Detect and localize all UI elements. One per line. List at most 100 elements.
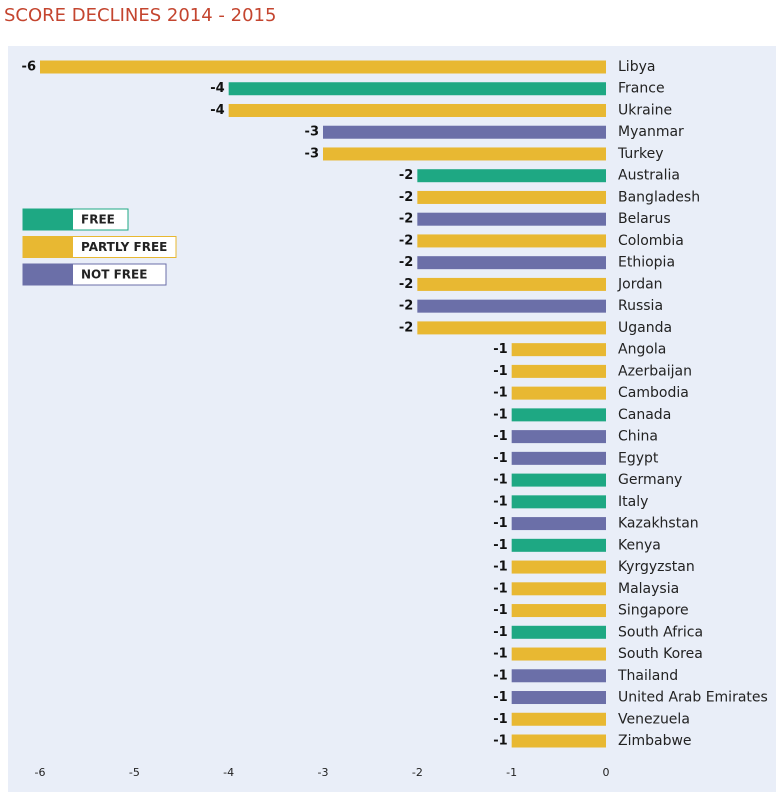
bar <box>511 451 606 465</box>
value-label: -1 <box>493 625 507 640</box>
category-label: Cambodia <box>618 385 689 401</box>
category-label: South Africa <box>618 624 703 640</box>
category-label: Australia <box>618 168 680 184</box>
value-label: -1 <box>493 407 507 422</box>
bar <box>511 647 606 661</box>
bar <box>417 212 606 226</box>
category-label: Kenya <box>618 537 661 553</box>
category-label: Libya <box>618 59 655 75</box>
bar <box>417 256 606 270</box>
value-label: -1 <box>493 342 507 357</box>
category-label: Italy <box>618 494 648 510</box>
category-label: Azerbaijan <box>618 363 692 379</box>
category-label: Uganda <box>618 320 672 336</box>
value-label: -1 <box>493 734 507 749</box>
legend-swatch <box>23 264 73 285</box>
chart-title: SCORE DECLINES 2014 - 2015 <box>4 5 276 26</box>
value-label: -1 <box>493 712 507 727</box>
category-label: Germany <box>618 472 682 488</box>
category-label: South Korea <box>618 646 703 662</box>
value-label: -1 <box>493 668 507 683</box>
category-label: Singapore <box>618 603 689 619</box>
value-label: -2 <box>399 320 413 335</box>
category-label: Canada <box>618 407 671 423</box>
bar <box>511 473 606 487</box>
value-label: -1 <box>493 451 507 466</box>
value-label: -1 <box>493 473 507 488</box>
value-label: -1 <box>493 386 507 401</box>
category-label: Jordan <box>617 276 663 292</box>
category-label: Russia <box>618 298 663 314</box>
category-label: Myanmar <box>618 124 684 140</box>
bar <box>323 125 606 139</box>
x-tick-label: -5 <box>129 766 140 779</box>
value-label: -1 <box>493 603 507 618</box>
x-tick-label: -3 <box>318 766 329 779</box>
value-label: -1 <box>493 429 507 444</box>
value-label: -1 <box>493 581 507 596</box>
category-label: Venezuela <box>618 711 690 727</box>
category-label: Kyrgyzstan <box>618 559 695 575</box>
legend-label: PARTLY FREE <box>81 240 167 254</box>
bar <box>511 604 606 618</box>
value-label: -4 <box>210 81 224 96</box>
value-label: -1 <box>493 690 507 705</box>
bar <box>511 343 606 357</box>
legend-swatch <box>23 236 73 258</box>
bar <box>511 517 606 531</box>
value-label: -2 <box>399 190 413 205</box>
category-label: Turkey <box>617 146 664 162</box>
bar <box>511 495 606 509</box>
bar <box>228 103 606 117</box>
x-tick-label: 0 <box>603 766 610 779</box>
x-tick-label: -2 <box>412 766 423 779</box>
category-label: France <box>618 81 665 97</box>
value-label: -1 <box>493 560 507 575</box>
bar <box>511 408 606 422</box>
bar <box>511 582 606 596</box>
bar <box>417 277 606 291</box>
category-label: Angola <box>618 342 666 358</box>
value-label: -2 <box>399 277 413 292</box>
bar <box>511 669 606 683</box>
category-label: Belarus <box>618 211 671 227</box>
value-label: -3 <box>305 125 319 140</box>
category-label: Malaysia <box>618 581 679 597</box>
category-label: United Arab Emirates <box>618 690 768 706</box>
value-label: -2 <box>399 233 413 248</box>
bar <box>417 321 606 335</box>
bar <box>511 691 606 705</box>
bar <box>511 430 606 444</box>
bar <box>417 190 606 204</box>
value-label: -1 <box>493 364 507 379</box>
category-label: Ethiopia <box>618 255 675 271</box>
bar <box>511 712 606 726</box>
bar <box>228 82 606 96</box>
bar <box>323 147 606 161</box>
bar <box>417 169 606 183</box>
bar <box>511 386 606 400</box>
bar <box>511 625 606 639</box>
category-label: China <box>618 429 658 445</box>
bar <box>511 538 606 552</box>
category-label: Zimbabwe <box>618 733 692 749</box>
value-label: -2 <box>399 299 413 314</box>
legend-label: NOT FREE <box>81 268 147 282</box>
x-tick-label: -1 <box>506 766 517 779</box>
value-label: -1 <box>493 538 507 553</box>
category-label: Egypt <box>618 450 659 466</box>
value-label: -1 <box>493 647 507 662</box>
x-tick-label: -4 <box>223 766 234 779</box>
plot-area <box>8 46 776 792</box>
category-label: Kazakhstan <box>618 516 699 532</box>
value-label: -3 <box>305 146 319 161</box>
bar <box>511 364 606 378</box>
value-label: -2 <box>399 255 413 270</box>
value-label: -2 <box>399 212 413 227</box>
bar <box>417 234 606 248</box>
value-label: -1 <box>493 516 507 531</box>
bar <box>40 60 606 74</box>
bar <box>511 734 606 748</box>
value-label: -1 <box>493 494 507 509</box>
category-label: Thailand <box>617 668 678 684</box>
